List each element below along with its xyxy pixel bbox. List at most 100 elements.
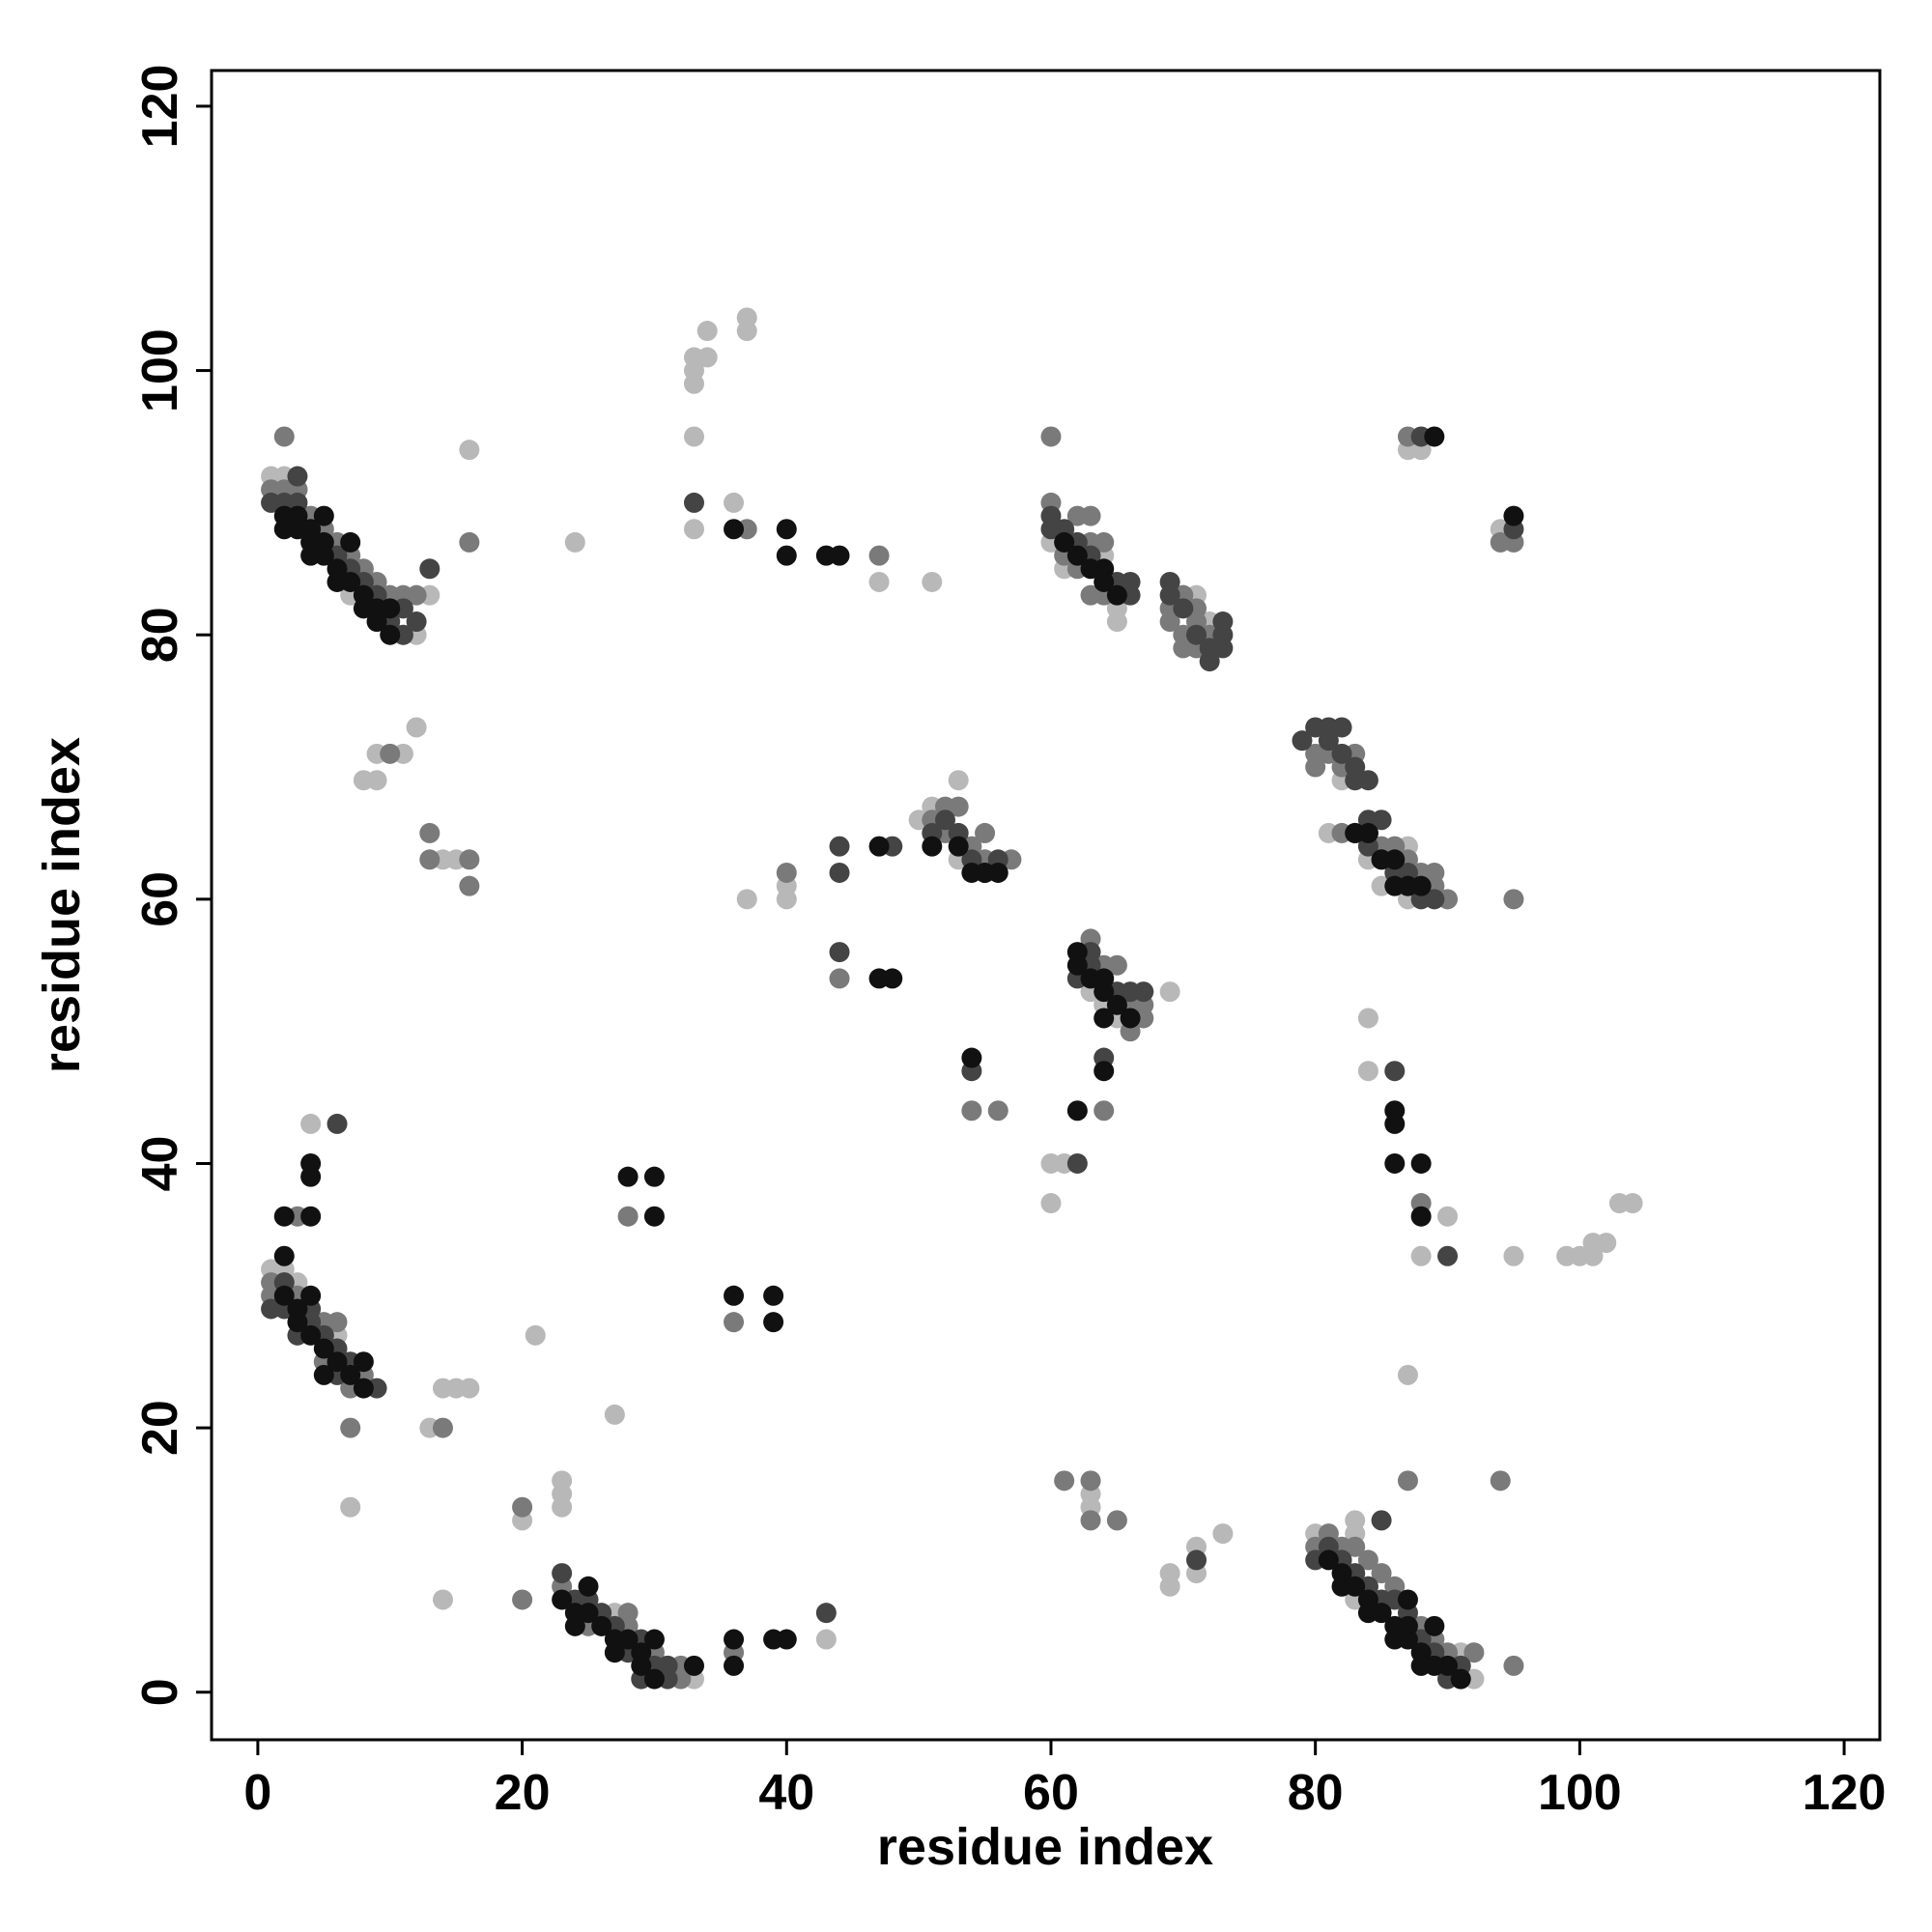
point: [300, 1113, 322, 1134]
point: [380, 598, 401, 619]
point: [1066, 1100, 1088, 1122]
x-tick-label: 20: [495, 1765, 551, 1821]
point: [1094, 981, 1115, 1003]
point: [552, 1589, 573, 1610]
point: [829, 862, 850, 883]
point: [1622, 1193, 1643, 1214]
point: [287, 466, 308, 487]
point: [829, 942, 850, 963]
point: [736, 321, 757, 342]
point: [340, 1496, 361, 1518]
point: [1384, 1061, 1406, 1082]
point: [631, 1655, 652, 1676]
point: [1186, 624, 1208, 645]
point: [1357, 770, 1378, 791]
point: [273, 1206, 295, 1227]
plot-frame: [210, 69, 1882, 1742]
point: [406, 717, 427, 738]
point: [643, 1629, 665, 1650]
point: [1318, 1549, 1339, 1571]
point: [340, 1417, 361, 1438]
point: [1212, 611, 1234, 633]
point: [459, 875, 480, 896]
point: [1357, 1061, 1378, 1082]
point: [313, 531, 334, 553]
point: [1094, 571, 1115, 592]
point: [1106, 611, 1127, 633]
point: [683, 519, 704, 540]
point: [1371, 1510, 1392, 1531]
point: [273, 426, 295, 447]
point: [922, 571, 943, 592]
point: [643, 1668, 665, 1690]
point: [591, 1615, 612, 1636]
point: [657, 1655, 678, 1676]
point: [512, 1589, 533, 1610]
point: [763, 1285, 784, 1306]
point: [1503, 1245, 1524, 1266]
point: [776, 519, 797, 540]
point: [724, 1285, 745, 1306]
point: [419, 822, 440, 843]
point: [578, 1603, 599, 1624]
point: [1410, 1206, 1432, 1227]
point: [1066, 545, 1088, 566]
point: [1384, 1113, 1406, 1134]
y-tick-label: 60: [132, 871, 188, 927]
point: [340, 531, 361, 553]
point: [776, 1629, 797, 1650]
point: [1437, 1245, 1459, 1266]
y-tick-label: 120: [132, 65, 188, 149]
point: [1066, 954, 1088, 976]
point: [459, 1378, 480, 1399]
point: [948, 836, 969, 857]
x-tick-label: 120: [1803, 1765, 1887, 1821]
point: [380, 624, 401, 645]
point: [273, 1245, 295, 1266]
point: [353, 1351, 374, 1373]
point: [1437, 1655, 1459, 1676]
x-axis-label: residue index: [877, 1818, 1213, 1876]
point: [1054, 1470, 1075, 1492]
point: [1040, 1193, 1062, 1214]
point: [1106, 954, 1127, 976]
x-tick-label: 80: [1288, 1765, 1344, 1821]
point: [406, 584, 427, 606]
point: [1094, 1008, 1115, 1029]
point: [948, 770, 969, 791]
point: [683, 1655, 704, 1676]
point: [829, 968, 850, 989]
point: [724, 519, 745, 540]
point: [1424, 1615, 1445, 1636]
point: [683, 426, 704, 447]
point: [776, 889, 797, 910]
point: [948, 796, 969, 817]
point: [340, 571, 361, 592]
point: [287, 505, 308, 526]
point: [380, 743, 401, 764]
point: [1106, 1510, 1127, 1531]
point: [313, 1364, 334, 1385]
point: [1080, 1510, 1101, 1531]
point: [815, 1629, 837, 1650]
point: [1106, 584, 1127, 606]
point: [617, 1206, 639, 1227]
y-tick-label: 40: [132, 1136, 188, 1192]
point: [1450, 1668, 1471, 1690]
y-tick-label: 80: [132, 607, 188, 663]
point: [975, 822, 996, 843]
point: [300, 1324, 322, 1346]
point: [1159, 584, 1180, 606]
point: [1384, 849, 1406, 870]
x-tick-label: 100: [1538, 1765, 1622, 1821]
point: [1503, 889, 1524, 910]
point: [1357, 1008, 1378, 1029]
point: [419, 558, 440, 580]
point: [604, 1642, 625, 1663]
point: [1410, 1152, 1432, 1174]
point: [340, 1364, 361, 1385]
point: [552, 1496, 573, 1518]
point: [432, 1417, 453, 1438]
point: [1345, 1576, 1366, 1597]
point: [564, 1615, 585, 1636]
